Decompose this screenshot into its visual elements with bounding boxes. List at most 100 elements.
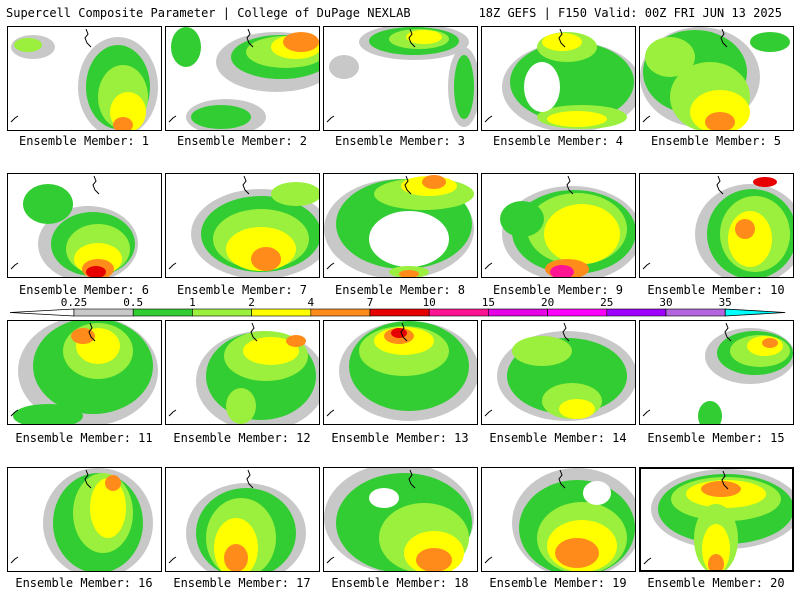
scp-contour: [555, 538, 599, 568]
scp-contour: [422, 175, 446, 189]
scp-field: [168, 27, 319, 130]
scp-contour: [171, 27, 201, 67]
ensemble-map-11: [7, 320, 162, 425]
scp-contour: [544, 204, 620, 264]
colorbar-tick-label: 30: [659, 296, 673, 309]
ensemble-map-18: [323, 467, 478, 572]
scp-field: [642, 175, 793, 277]
colorbar-segment: [606, 308, 667, 317]
member-label: Ensemble Member: 20: [647, 576, 785, 590]
coastline-gulf: [10, 115, 19, 123]
ensemble-map-1: [7, 26, 162, 131]
colorbar-tick-label: 2: [248, 296, 255, 309]
ensemble-map-17: [165, 467, 320, 572]
coastline: [724, 322, 732, 342]
scp-field: [484, 468, 635, 571]
member-label: Ensemble Member: 2: [176, 134, 308, 148]
scp-contour: [728, 211, 772, 267]
ensemble-map-5: [639, 26, 794, 131]
colorbar-segment: [369, 308, 430, 317]
scp-field: [10, 468, 153, 571]
scp-contour: [283, 32, 319, 52]
colorbar-segment: [488, 308, 548, 317]
scp-contour: [224, 544, 248, 571]
member-label: Ensemble Member: 8: [334, 283, 466, 297]
ensemble-map-7: [165, 173, 320, 278]
coastline: [246, 469, 254, 489]
scp-field: [484, 322, 635, 421]
ensemble-map-3: [323, 26, 478, 131]
scp-contour: [329, 55, 359, 79]
scp-field: [326, 27, 477, 127]
coastline: [404, 175, 412, 195]
colorbar-segment: [547, 308, 608, 317]
colorbar-tick-label: 35: [718, 296, 732, 309]
ensemble-map-4: [481, 26, 636, 131]
chart-title: Supercell Composite Parameter | College …: [6, 6, 411, 20]
scp-field: [642, 322, 793, 424]
member-label: Ensemble Member: 1: [18, 134, 150, 148]
scp-field: [10, 321, 158, 424]
scp-field: [643, 469, 792, 570]
colorbar-tick-label: 10: [422, 296, 436, 309]
scp-contour: [416, 548, 452, 571]
scp-contour: [454, 55, 474, 119]
scp-contour: [524, 62, 560, 112]
member-label: Ensemble Member: 11: [15, 431, 153, 445]
member-label: Ensemble Member: 7: [176, 283, 308, 297]
scp-field: [10, 28, 158, 130]
scp-contour: [23, 184, 73, 224]
scp-field: [484, 175, 635, 277]
colorbar-segment: [73, 308, 134, 317]
member-label: Ensemble Member: 3: [334, 134, 466, 148]
scp-contour: [369, 211, 449, 267]
coastline-gulf: [643, 557, 652, 565]
coastline: [716, 175, 724, 195]
coastline: [720, 28, 728, 48]
colorbar-tick-label: 1: [189, 296, 196, 309]
colorbar-tick-label: 0.25: [60, 296, 88, 309]
scp-contour: [702, 524, 730, 570]
scp-contour: [512, 336, 572, 366]
scp-contour: [550, 265, 574, 277]
colorbar-tick-label: 25: [600, 296, 614, 309]
ensemble-map-12: [165, 320, 320, 425]
scp-contour: [105, 475, 121, 491]
coastline: [408, 469, 416, 489]
member-label: Ensemble Member: 9: [492, 283, 624, 297]
colorbar-tick-label: 4: [307, 296, 315, 309]
colorbar-segment: [310, 308, 371, 317]
scp-field: [640, 27, 790, 130]
coastline: [562, 322, 570, 342]
scp-contour: [14, 38, 42, 52]
coastline: [721, 470, 729, 490]
scp-contour: [705, 112, 735, 130]
member-label: Ensemble Member: 10: [647, 283, 785, 297]
scp-contour: [113, 117, 133, 130]
scp-contour: [226, 388, 256, 424]
scp-contour: [547, 111, 607, 127]
scp-field: [324, 175, 474, 277]
ensemble-map-6: [7, 173, 162, 278]
scp-field: [484, 28, 635, 130]
scp-contour: [369, 488, 399, 508]
ensemble-map-2: [165, 26, 320, 131]
colorbar-segment: [665, 308, 726, 317]
scp-field: [168, 322, 319, 424]
colorbar-svg: [9, 308, 786, 317]
coastline-gulf: [326, 262, 335, 270]
coastline-gulf: [326, 409, 335, 417]
scp-contour: [750, 32, 790, 52]
colorbar-segment: [428, 308, 489, 317]
coastline-gulf: [642, 115, 651, 123]
member-label: Ensemble Member: 15: [647, 431, 785, 445]
coastline: [250, 322, 258, 342]
scp-contour: [559, 399, 595, 419]
scp-contour: [90, 478, 126, 538]
member-label: Ensemble Member: 14: [489, 431, 627, 445]
coastline: [400, 322, 408, 342]
member-label: Ensemble Member: 13: [331, 431, 469, 445]
scp-contour: [71, 328, 95, 344]
coastline-gulf: [484, 556, 493, 564]
scp-field: [168, 175, 319, 277]
